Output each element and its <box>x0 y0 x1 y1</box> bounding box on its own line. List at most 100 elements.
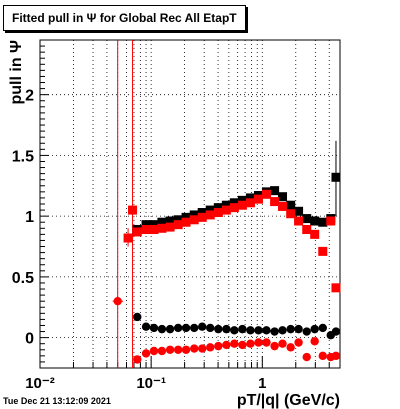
data-point <box>318 351 327 361</box>
y-tick-label: 1 <box>25 209 34 226</box>
data-point <box>318 246 328 256</box>
data-point <box>270 186 280 196</box>
y-axis-title: pull in Ψ <box>8 40 25 105</box>
y-tick-label: 0.5 <box>12 270 34 287</box>
data-point <box>189 210 199 220</box>
x-tick-label: 10⁻² <box>25 375 55 392</box>
data-point <box>133 355 142 364</box>
data-point <box>229 203 239 213</box>
data-point <box>181 217 191 227</box>
data-point <box>221 200 231 210</box>
data-point <box>222 340 231 350</box>
data-point <box>157 217 167 227</box>
chart-title: Fitted pull in Ψ for Global Rec All Etap… <box>3 5 246 31</box>
data-point <box>245 198 255 208</box>
data-point <box>149 220 159 230</box>
data-point <box>245 193 255 203</box>
data-point <box>141 225 151 235</box>
data-point <box>278 192 288 202</box>
data-point <box>286 200 296 210</box>
data-point <box>123 233 133 243</box>
data-point <box>165 345 175 354</box>
y-tick-label: 0 <box>25 331 34 348</box>
data-point <box>294 216 304 226</box>
data-point <box>246 326 255 335</box>
data-point <box>326 216 336 226</box>
y-tick-label: 2 <box>25 88 34 105</box>
data-point <box>253 194 263 204</box>
data-point <box>149 225 159 235</box>
data-point <box>229 198 239 208</box>
data-point <box>213 208 223 218</box>
data-point <box>157 346 167 356</box>
data-point <box>230 326 239 335</box>
data-point <box>149 323 159 333</box>
data-point <box>310 324 319 334</box>
data-point <box>302 327 311 336</box>
data-point <box>254 338 263 347</box>
data-point <box>141 349 151 358</box>
data-point <box>246 339 255 348</box>
data-point <box>331 283 341 293</box>
data-point <box>278 201 288 211</box>
data-point <box>237 195 247 205</box>
data-point <box>238 340 247 350</box>
data-point <box>294 206 304 216</box>
x-tick-label: 1 <box>258 375 266 392</box>
data-point <box>254 326 263 335</box>
x-axis-title: pT/|q| (GeV/c) <box>237 392 340 409</box>
data-point <box>113 296 122 306</box>
data-point <box>173 323 183 333</box>
data-point <box>286 343 295 352</box>
data-point <box>190 323 199 333</box>
data-point <box>173 220 183 230</box>
data-point <box>214 341 223 351</box>
data-point <box>165 216 175 226</box>
data-point <box>165 324 175 334</box>
data-point <box>157 324 167 334</box>
data-point <box>310 337 319 346</box>
data-point <box>278 326 287 335</box>
data-point <box>302 225 312 235</box>
data-point <box>205 210 215 220</box>
data-point <box>173 345 183 354</box>
data-point <box>310 216 320 226</box>
data-point <box>141 322 151 331</box>
data-point <box>331 351 341 361</box>
data-point <box>270 341 279 351</box>
data-point <box>128 205 138 215</box>
data-point <box>132 227 142 237</box>
data-point <box>331 172 341 182</box>
data-point <box>173 215 183 225</box>
data-point <box>302 352 311 362</box>
data-point <box>270 327 279 336</box>
y-tick-label: 1.5 <box>12 148 34 165</box>
data-point <box>205 205 215 215</box>
data-point <box>261 189 271 199</box>
data-point <box>230 339 239 348</box>
data-point <box>165 222 175 232</box>
data-point <box>262 338 271 347</box>
footer-timestamp: Tue Dec 21 13:12:09 2021 <box>3 396 111 406</box>
data-point <box>262 326 271 335</box>
data-point <box>181 345 191 354</box>
data-point <box>190 344 199 353</box>
data-point <box>294 338 303 347</box>
data-point <box>197 212 207 222</box>
data-point <box>238 324 247 334</box>
data-point <box>286 324 295 334</box>
data-point <box>133 312 142 322</box>
data-point <box>198 344 207 353</box>
data-point <box>318 217 328 227</box>
data-point <box>189 215 199 225</box>
data-point <box>302 214 312 224</box>
data-point <box>197 208 207 218</box>
data-point <box>331 327 341 336</box>
x-tick-label: 10⁻¹ <box>136 375 166 392</box>
data-point <box>270 197 280 207</box>
data-point <box>181 212 191 222</box>
data-point <box>310 229 320 239</box>
data-point <box>294 324 303 334</box>
data-point <box>214 324 223 334</box>
